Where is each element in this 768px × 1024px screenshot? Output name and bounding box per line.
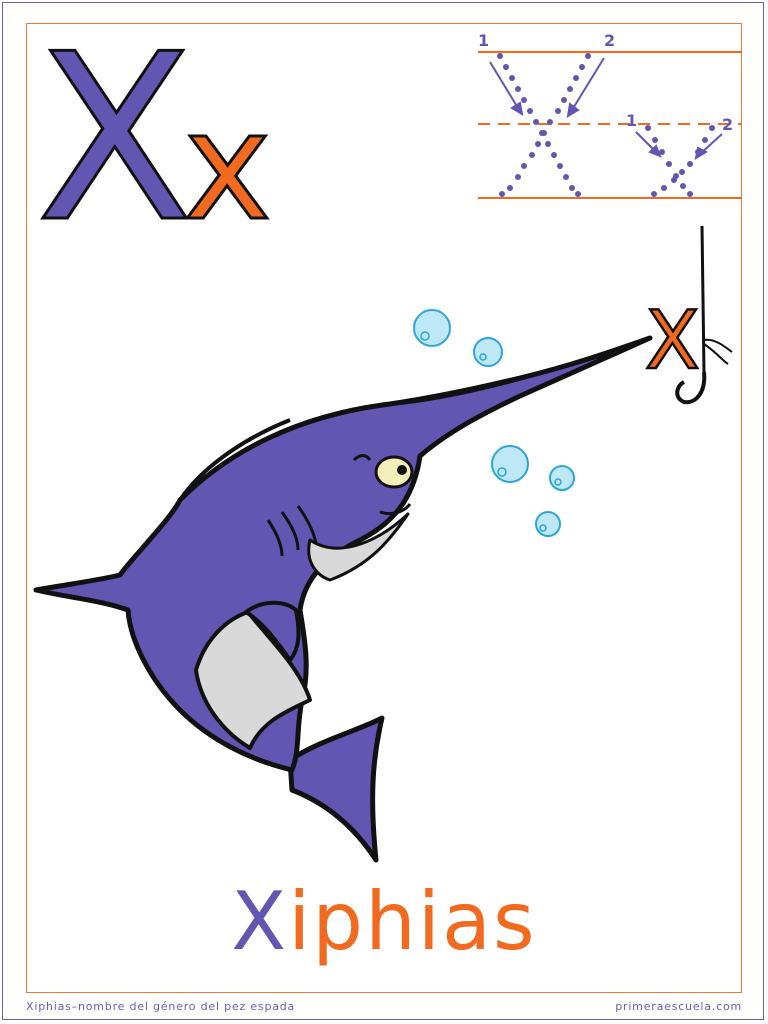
uppercase-letter-graphic: X bbox=[35, 5, 196, 275]
example-word: Xiphias bbox=[0, 872, 768, 972]
lowercase-trace-dots bbox=[645, 125, 715, 197]
eye-icon bbox=[374, 455, 414, 489]
lower-stroke-number-2: 2 bbox=[722, 115, 733, 134]
footer-site[interactable]: primeraescuela.com bbox=[615, 1000, 742, 1013]
hook-with-letter: X bbox=[644, 225, 733, 405]
uppercase-trace-dots bbox=[497, 53, 591, 197]
swordfish-illustration bbox=[33, 335, 653, 863]
upper-stroke-number-2: 2 bbox=[604, 31, 615, 50]
inner-frame bbox=[26, 23, 742, 993]
footer-caption: Xiphias–nombre del género del pez espada bbox=[26, 1000, 296, 1013]
bubble-icon bbox=[473, 337, 503, 367]
bubbles bbox=[413, 309, 575, 537]
example-word-first-letter: X bbox=[231, 875, 289, 968]
bubble-icon bbox=[535, 511, 561, 537]
bubble-icon bbox=[549, 465, 575, 491]
bubble-icon bbox=[491, 445, 529, 483]
arrow-head-icon bbox=[648, 144, 662, 158]
bubble-icon bbox=[413, 309, 451, 347]
lowercase-letter: x bbox=[183, 80, 272, 254]
arrow-head-icon bbox=[510, 101, 524, 116]
uppercase-letter: X bbox=[36, 6, 194, 273]
lower-stroke-number-1: 1 bbox=[626, 111, 637, 130]
upper-stroke-number-1: 1 bbox=[478, 31, 489, 50]
stroke-arrows bbox=[489, 57, 723, 161]
arrow-head-icon bbox=[694, 146, 709, 161]
tracing-guide: 1 2 1 2 bbox=[478, 31, 742, 199]
arrow-head-icon bbox=[566, 102, 580, 118]
lowercase-letter-graphic: x bbox=[182, 79, 274, 256]
example-word-rest: iphias bbox=[288, 875, 537, 968]
hook-letter: X bbox=[645, 294, 700, 387]
